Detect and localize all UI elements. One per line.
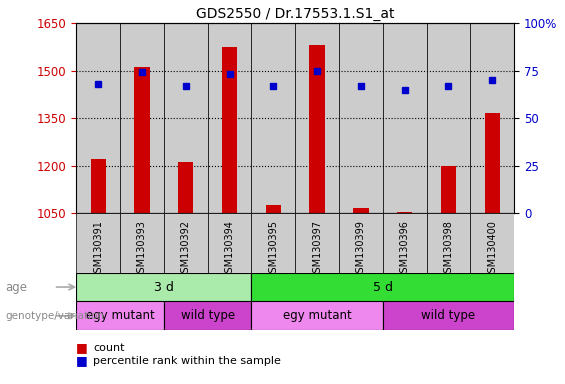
Bar (208, 213, 251, 273)
Text: wild type: wild type (181, 310, 234, 322)
Bar (266, 205, 281, 213)
Text: GSM130393: GSM130393 (137, 220, 147, 279)
Bar (76, 301, 164, 330)
Text: percentile rank within the sample: percentile rank within the sample (93, 356, 281, 366)
Text: egy mutant: egy mutant (282, 310, 351, 322)
Bar (208, 23, 251, 213)
Bar (120, 23, 164, 213)
Bar (251, 301, 383, 330)
Text: 5 d: 5 d (373, 281, 393, 293)
Bar (485, 113, 500, 213)
Bar (310, 45, 325, 213)
Bar (397, 212, 412, 213)
Bar (222, 47, 237, 213)
Bar (353, 209, 368, 213)
Text: genotype/variation: genotype/variation (6, 311, 105, 321)
Bar (383, 23, 427, 213)
Text: GSM130398: GSM130398 (444, 220, 454, 279)
Text: egy mutant: egy mutant (86, 310, 154, 322)
Text: ■: ■ (76, 341, 88, 354)
Bar (164, 301, 251, 330)
Text: age: age (6, 281, 28, 293)
Bar (427, 213, 470, 273)
Text: GSM130391: GSM130391 (93, 220, 103, 279)
Bar (251, 23, 295, 213)
Text: GSM130400: GSM130400 (487, 220, 497, 279)
Bar (295, 213, 339, 273)
Bar (251, 273, 514, 301)
Bar (76, 273, 251, 301)
Text: GSM130394: GSM130394 (224, 220, 234, 279)
Text: count: count (93, 343, 125, 353)
Bar (427, 23, 470, 213)
Text: GSM130396: GSM130396 (399, 220, 410, 279)
Bar (178, 162, 193, 213)
Bar (339, 23, 383, 213)
Bar (134, 68, 150, 213)
Text: GSM130399: GSM130399 (356, 220, 366, 279)
Text: wild type: wild type (421, 310, 476, 322)
Title: GDS2550 / Dr.17553.1.S1_at: GDS2550 / Dr.17553.1.S1_at (196, 7, 394, 21)
Text: GSM130392: GSM130392 (181, 220, 191, 279)
Text: GSM130395: GSM130395 (268, 220, 279, 279)
Bar (295, 23, 339, 213)
Bar (441, 166, 456, 213)
Text: 3 d: 3 d (154, 281, 174, 293)
Bar (470, 213, 514, 273)
Bar (339, 213, 383, 273)
Bar (470, 23, 514, 213)
Bar (120, 213, 164, 273)
Bar (383, 213, 427, 273)
Text: ■: ■ (76, 354, 88, 367)
Bar (76, 23, 120, 213)
Bar (164, 23, 208, 213)
Bar (251, 213, 295, 273)
Bar (164, 213, 208, 273)
Bar (76, 213, 120, 273)
Bar (383, 301, 514, 330)
Text: GSM130397: GSM130397 (312, 220, 322, 279)
Bar (90, 159, 106, 213)
